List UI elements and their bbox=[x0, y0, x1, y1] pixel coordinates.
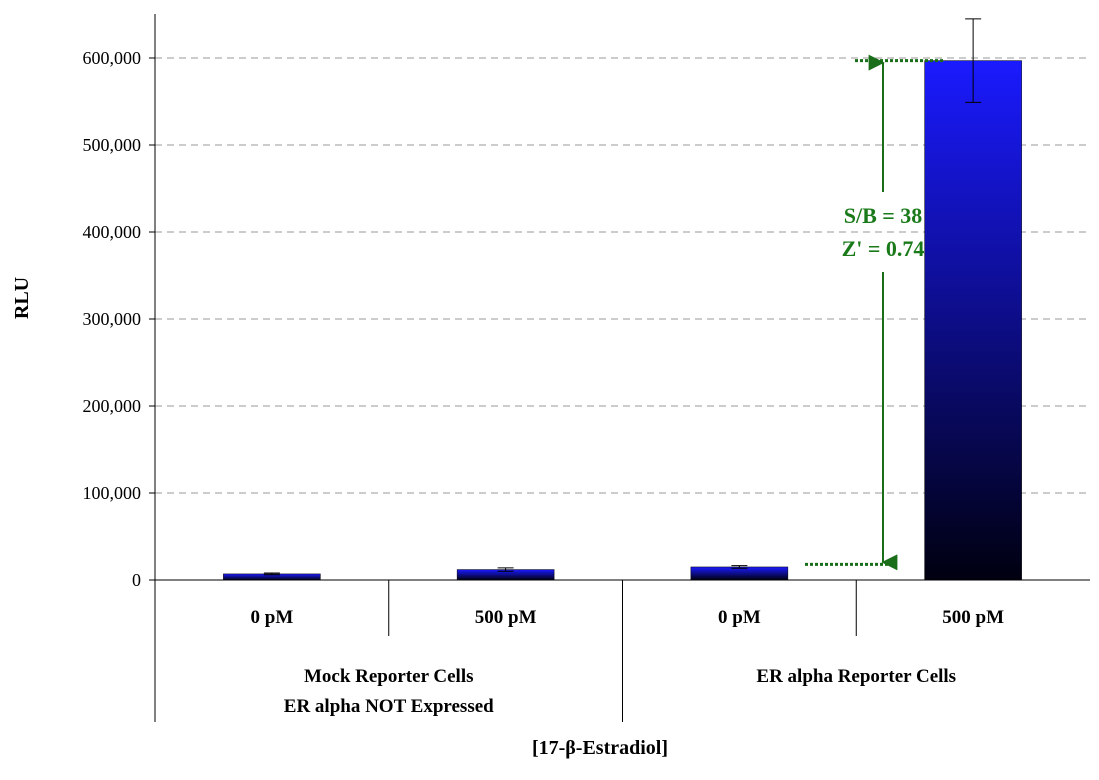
error-bars bbox=[263, 18, 982, 576]
y-tick-label: 0 bbox=[132, 570, 141, 590]
y-tick-label: 400,000 bbox=[83, 222, 142, 242]
x-axis-categories: 0 pM 500 pM 0 pM 500 pM Mock Reporter Cells E… bbox=[251, 607, 1005, 717]
x-tick-label: 500 pM bbox=[942, 607, 1004, 628]
bars bbox=[223, 60, 1022, 581]
y-tick-label: 500,000 bbox=[83, 135, 142, 155]
bar bbox=[690, 566, 789, 581]
group-label: Mock Reporter Cells bbox=[304, 666, 474, 687]
y-axis-title: RLU bbox=[11, 277, 33, 319]
y-tick-label: 300,000 bbox=[83, 309, 142, 329]
group-label: ER alpha Reporter Cells bbox=[756, 666, 956, 687]
y-axis-ticks: 0 100,000 200,000 300,000 400,000 500,000 600,… bbox=[83, 48, 155, 590]
x-tick-label: 500 pM bbox=[475, 607, 537, 628]
y-tick-label: 200,000 bbox=[83, 396, 142, 416]
x-tick-label: 0 pM bbox=[718, 607, 761, 628]
axes bbox=[154, 14, 1090, 722]
annotation-text: Z' = 0.74 bbox=[842, 236, 925, 261]
x-tick-label: 0 pM bbox=[251, 607, 294, 628]
y-tick-label: 600,000 bbox=[83, 48, 142, 68]
y-tick-label: 100,000 bbox=[83, 483, 142, 503]
signal-to-background-annotation: S/B = 38 Z' = 0.74 bbox=[805, 54, 945, 571]
annotation-text: S/B = 38 bbox=[844, 203, 923, 228]
group-label: ER alpha NOT Expressed bbox=[284, 696, 494, 717]
bar bbox=[924, 60, 1022, 581]
x-axis-title: [17-β-Estradiol] bbox=[532, 737, 668, 759]
